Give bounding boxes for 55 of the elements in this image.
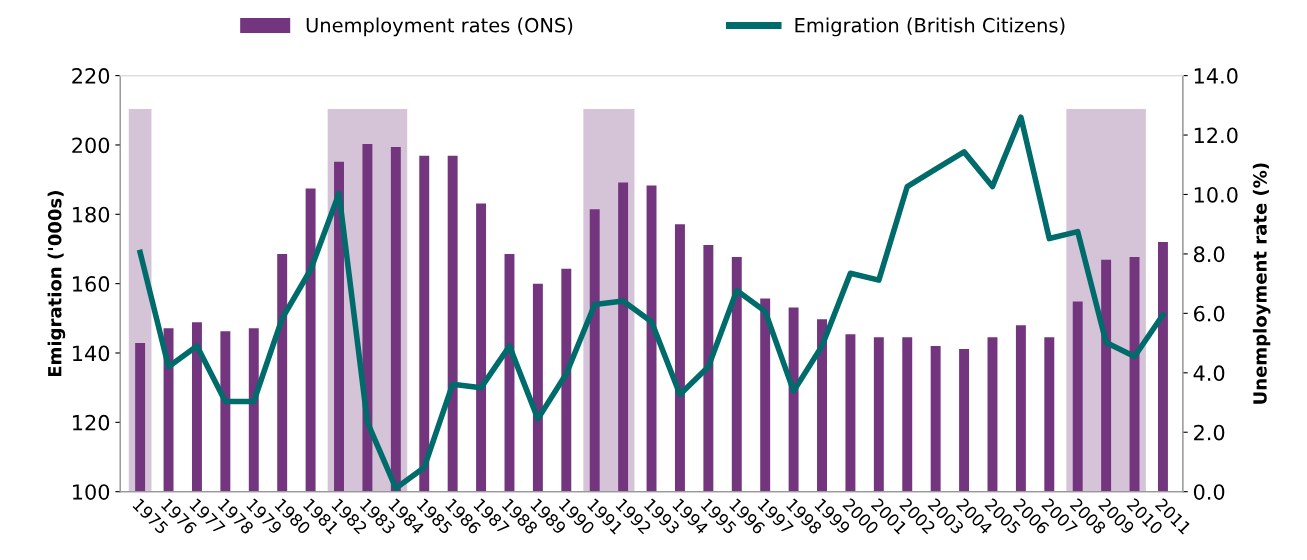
y2-tick-label: 4.0	[1193, 365, 1225, 382]
y2-tick-label: 0.0	[1193, 484, 1225, 500]
bar	[419, 155, 430, 492]
bar	[1015, 325, 1026, 492]
bar	[674, 224, 685, 492]
y-tick-label: 200	[72, 137, 110, 154]
bar	[1044, 337, 1055, 492]
bar	[1101, 259, 1112, 492]
bar	[959, 349, 970, 492]
bar	[760, 298, 771, 492]
y2-tick-label: 8.0	[1193, 246, 1225, 263]
bar	[873, 337, 884, 492]
bar	[845, 334, 856, 492]
bar	[646, 185, 657, 492]
bar	[788, 307, 799, 492]
bar	[334, 161, 344, 492]
bar	[561, 268, 572, 492]
bar	[731, 256, 742, 492]
bar	[589, 209, 600, 492]
bar	[476, 203, 487, 492]
legend-label: Unemployment rates (ONS)	[306, 17, 573, 37]
bar	[1157, 242, 1168, 492]
y2-axis-title: Unemployment rate (%)	[1252, 163, 1271, 404]
bar	[135, 343, 146, 492]
bar	[1129, 256, 1140, 492]
bar	[390, 146, 401, 492]
bar	[220, 331, 231, 492]
legend-label: Emigration (British Citizens)	[795, 17, 1065, 37]
bar	[930, 346, 941, 492]
bar	[163, 328, 174, 492]
bar	[248, 328, 259, 492]
y-axis-title: Emigration ('000s)	[47, 191, 66, 377]
bar	[362, 143, 373, 492]
bar	[703, 245, 714, 492]
y2-tick-label: 12.0	[1194, 127, 1238, 144]
bar	[987, 337, 998, 492]
bar	[817, 319, 827, 492]
y-tick-label: 160	[73, 276, 110, 292]
bar	[305, 188, 316, 492]
y-tick-label: 180	[73, 206, 110, 223]
y-tick-label: 220	[72, 68, 110, 84]
bar	[277, 253, 288, 492]
bar	[532, 283, 543, 492]
bar	[191, 322, 202, 492]
y2-tick-label: 6.0	[1194, 305, 1225, 322]
bar	[902, 337, 913, 492]
y2-tick-label: 2.0	[1194, 424, 1225, 441]
y-tick-label: 100	[73, 484, 110, 500]
y2-tick-label: 14.0	[1194, 68, 1238, 84]
y-tick-label: 140	[73, 345, 110, 362]
bar	[618, 182, 629, 492]
y-tick-label: 120	[73, 414, 110, 431]
bar	[1072, 301, 1083, 492]
bar	[447, 155, 458, 492]
y2-tick-label: 10.0	[1194, 186, 1238, 203]
